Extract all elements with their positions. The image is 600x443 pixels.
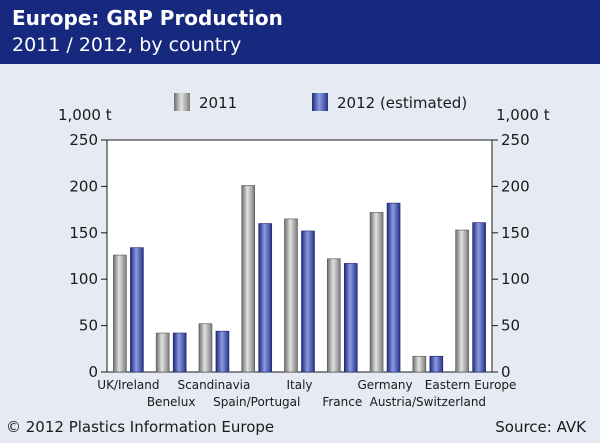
y-tick-label-left: 100: [69, 270, 98, 288]
header-bar: Europe: GRP Production 2011 / 2012, by c…: [0, 0, 600, 64]
chart-subtitle: 2011 / 2012, by country: [12, 34, 242, 56]
legend-label-2011: 2011: [199, 94, 237, 112]
bar-2011: [155, 332, 170, 373]
legend-swatch-2011: [174, 93, 190, 111]
y-axis-unit-left: 1,000 t: [58, 106, 112, 124]
bar-2012: [386, 202, 401, 373]
chart-title: Europe: GRP Production: [12, 6, 283, 30]
category-label: Italy: [286, 378, 312, 392]
category-label: Benelux: [147, 395, 196, 409]
bar-2012: [343, 263, 358, 373]
bar-2011: [198, 323, 213, 373]
bar-2012: [429, 355, 444, 373]
legend-swatch-2012: [312, 93, 328, 111]
y-tick-label-right: 150: [501, 224, 530, 242]
y-tick-label-right: 0: [501, 363, 511, 381]
y-tick-label-left: 250: [69, 131, 98, 149]
bar-chart: 0 0 50 50 100 100 150 150 200 200 250 250 UK/Irelan…: [58, 93, 550, 409]
bar-2011: [284, 218, 298, 373]
y-axis-unit-right: 1,000 t: [496, 106, 550, 124]
bar-2012: [172, 332, 187, 373]
bar-2011: [326, 258, 341, 373]
y-tick-label-right: 200: [501, 177, 530, 195]
y-tick-label-right: 50: [501, 317, 520, 335]
category-label: France: [322, 395, 362, 409]
legend: 2011 2012 (estimated): [174, 93, 467, 112]
category-label: Austria/Switzerland: [370, 395, 486, 409]
category-label: Germany: [357, 378, 412, 392]
bar-2011: [369, 212, 384, 373]
y-tick-label-left: 150: [69, 224, 98, 242]
category-label: Scandinavia: [178, 378, 251, 392]
bar-2012: [472, 222, 486, 373]
bar-2011: [113, 254, 127, 373]
bar-2011: [412, 355, 427, 373]
category-label: Spain/Portugal: [213, 395, 300, 409]
copyright-note: © 2012 Plastics Information Europe: [6, 418, 275, 436]
category-label: UK/Ireland: [97, 378, 159, 392]
bar-2011: [241, 185, 256, 373]
plot-area: [106, 139, 493, 373]
y-tick-label-right: 100: [501, 270, 530, 288]
bar-2012: [258, 223, 273, 373]
bar-2012: [130, 247, 144, 373]
source-note: Source: AVK: [495, 418, 586, 436]
bar-2012: [301, 230, 315, 373]
bar-2011: [455, 229, 469, 373]
bar-2012: [215, 330, 230, 373]
y-tick-label-left: 0: [88, 363, 98, 381]
y-tick-label-left: 200: [69, 177, 98, 195]
category-label: Eastern Europe: [425, 378, 517, 392]
y-tick-label-left: 50: [79, 317, 98, 335]
y-tick-label-right: 250: [501, 131, 530, 149]
legend-label-2012: 2012 (estimated): [337, 94, 467, 112]
